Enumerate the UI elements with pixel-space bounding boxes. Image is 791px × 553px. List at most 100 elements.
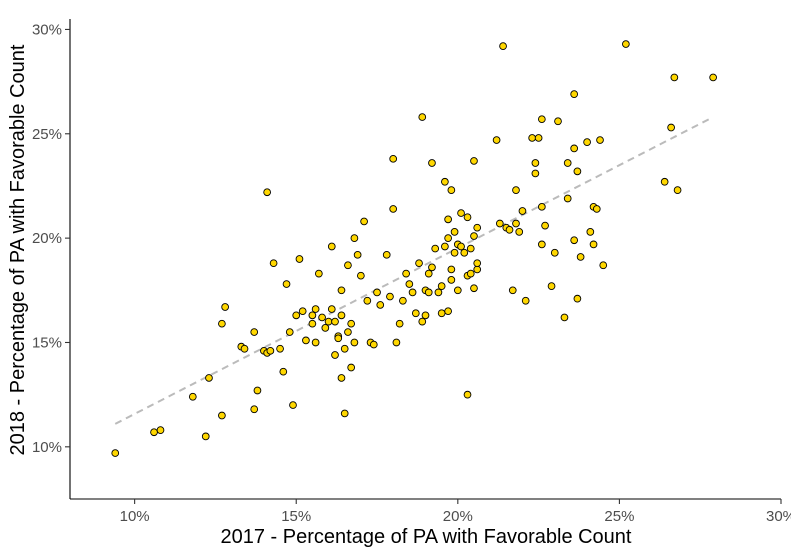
data-point (263, 188, 271, 197)
trend-line-layer (114, 116, 714, 425)
data-point (521, 296, 530, 305)
data-point (473, 265, 482, 274)
data-point (560, 313, 569, 322)
data-point (331, 351, 339, 359)
data-point (570, 236, 579, 245)
data-point (353, 250, 362, 259)
data-point (531, 169, 540, 178)
data-point (334, 334, 343, 343)
data-point (347, 319, 356, 328)
data-point (450, 228, 459, 236)
trend-line (114, 116, 714, 425)
data-point (450, 248, 459, 257)
data-point (311, 305, 320, 313)
data-point (508, 286, 517, 295)
data-point (660, 177, 669, 186)
data-point (386, 292, 394, 301)
x-tick-label: 25% (604, 508, 634, 525)
data-point (576, 253, 585, 261)
data-point (463, 213, 472, 222)
data-point (554, 117, 562, 126)
data-point (357, 271, 365, 280)
data-point (441, 242, 449, 251)
data-point (528, 134, 537, 142)
data-point (424, 288, 433, 297)
x-axis-title: 2017 - Percentage of PA with Favorable C… (221, 526, 632, 548)
data-point (321, 324, 330, 332)
data-point (470, 232, 478, 240)
data-point (622, 40, 630, 48)
data-point (344, 261, 352, 270)
data-point (289, 401, 297, 409)
data-point (337, 311, 346, 320)
data-point (302, 336, 310, 345)
data-point (531, 159, 540, 167)
data-point (311, 338, 320, 347)
data-point (495, 219, 504, 228)
data-point (466, 269, 475, 278)
data-point (518, 207, 527, 215)
x-tick-label: 30% (766, 508, 791, 525)
data-point (437, 282, 446, 290)
x-axis-ticks: 10% 15% 20% 25% 30% (120, 499, 791, 525)
data-point (295, 255, 304, 263)
data-point (405, 280, 414, 288)
data-point (298, 307, 307, 316)
data-point (201, 432, 210, 441)
data-point (428, 263, 436, 272)
data-point (282, 280, 291, 288)
data-point (589, 240, 598, 249)
data-point (279, 367, 288, 376)
data-point (411, 309, 420, 318)
data-point (389, 154, 398, 163)
data-point (512, 219, 520, 228)
data-point (460, 248, 469, 257)
data-point (515, 228, 524, 236)
data-point (369, 340, 378, 349)
data-point (537, 115, 546, 124)
data-point (340, 409, 349, 418)
data-point (573, 294, 582, 303)
data-point (670, 73, 679, 82)
data-point (599, 261, 608, 270)
data-point (505, 225, 514, 234)
data-point (156, 426, 165, 434)
data-point (421, 311, 430, 320)
data-point (415, 259, 423, 268)
data-point (266, 346, 275, 355)
data-point (331, 317, 339, 326)
data-point (253, 386, 262, 395)
data-point (327, 305, 336, 313)
data-point (512, 186, 520, 194)
data-point (344, 328, 352, 336)
data-point (250, 405, 259, 414)
data-point (324, 317, 333, 326)
data-point (453, 286, 462, 295)
data-point (337, 374, 346, 382)
data-point (457, 242, 465, 251)
data-point (570, 144, 579, 153)
data-point (499, 42, 507, 50)
data-point (470, 284, 478, 293)
data-point (570, 90, 579, 98)
data-point (408, 288, 417, 297)
points-layer (111, 40, 717, 457)
data-point (547, 282, 556, 290)
data-point (473, 259, 482, 268)
data-point (337, 286, 346, 295)
data-point (537, 202, 546, 211)
data-point (434, 288, 443, 297)
data-point (402, 269, 410, 278)
y-tick-label: 30% (32, 21, 62, 38)
data-point (360, 217, 368, 226)
data-point (667, 123, 675, 132)
data-point (444, 234, 452, 242)
data-point (447, 186, 456, 194)
y-tick-label: 10% (32, 439, 62, 456)
data-point (563, 159, 572, 167)
data-point (350, 234, 359, 242)
y-tick-label: 15% (32, 334, 62, 351)
data-point (424, 269, 433, 278)
data-point (285, 328, 294, 336)
x-tick-label: 15% (281, 508, 311, 525)
